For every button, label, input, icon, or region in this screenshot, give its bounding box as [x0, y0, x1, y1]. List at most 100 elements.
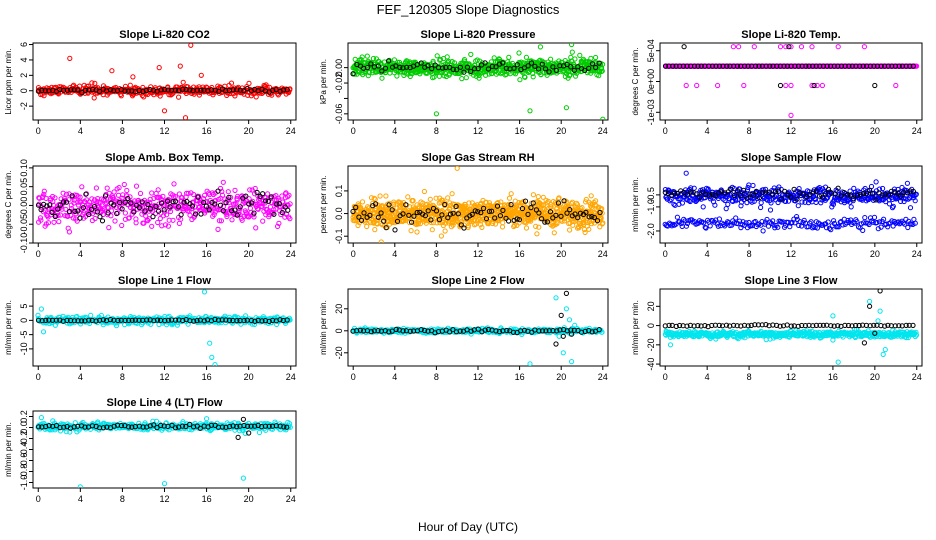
data-point	[523, 225, 530, 231]
data-point	[94, 209, 100, 215]
data-point	[82, 90, 88, 96]
data-point	[760, 189, 766, 195]
x-tick-label: 12	[473, 249, 483, 259]
data-point	[122, 83, 129, 89]
data-point	[450, 66, 456, 73]
data-point	[402, 217, 408, 224]
data-point	[445, 215, 451, 221]
data-point	[117, 199, 123, 206]
data-point	[707, 223, 713, 229]
data-point	[440, 65, 446, 71]
data-point	[803, 194, 810, 200]
data-point	[681, 44, 687, 50]
data-point	[823, 225, 830, 231]
data-point	[506, 54, 512, 61]
data-point	[812, 196, 819, 202]
data-point	[149, 223, 155, 229]
data-point	[792, 220, 798, 226]
data-point	[201, 199, 207, 206]
data-point	[776, 188, 782, 194]
data-point	[79, 90, 85, 96]
y-tick-label: 0.10	[19, 159, 29, 177]
data-point	[379, 68, 385, 74]
data-point	[837, 219, 843, 225]
data-point	[716, 63, 723, 69]
data-point	[252, 318, 258, 324]
data-point	[243, 313, 249, 319]
panel-title: Slope Line 2 Flow	[432, 275, 525, 287]
data-point	[154, 317, 161, 323]
data-point	[228, 80, 235, 86]
x-tick-label: 8	[120, 372, 125, 382]
data-point	[220, 179, 226, 185]
data-point	[219, 317, 225, 323]
data-point	[782, 222, 789, 228]
data-point	[170, 199, 176, 205]
data-point	[709, 63, 716, 69]
data-point	[271, 211, 277, 217]
data-point	[697, 194, 703, 200]
data-point	[66, 229, 73, 235]
x-tick-label: 8	[747, 126, 752, 136]
data-point	[167, 208, 174, 215]
data-point	[92, 209, 98, 215]
data-point	[550, 215, 556, 221]
data-point	[860, 227, 866, 233]
data-point	[119, 222, 125, 229]
x-tick-label: 16	[515, 249, 525, 259]
data-point	[514, 216, 520, 222]
x-tick-label: 4	[705, 249, 710, 259]
data-point	[64, 87, 70, 94]
data-point	[41, 188, 47, 194]
data-point	[744, 195, 750, 201]
data-point	[848, 192, 854, 198]
data-point	[430, 58, 436, 65]
data-point	[126, 317, 132, 323]
y-axis-label: ml/min per min.	[4, 300, 13, 355]
data-point	[371, 195, 377, 201]
data-point	[42, 88, 48, 94]
x-tick-label: 8	[434, 126, 439, 136]
data-point	[598, 215, 604, 221]
data-point	[735, 188, 741, 194]
data-point	[260, 191, 266, 197]
data-point	[46, 317, 52, 323]
data-point	[885, 63, 891, 69]
data-point	[408, 214, 414, 220]
data-point	[764, 197, 771, 203]
data-point	[180, 86, 186, 92]
data-point	[89, 196, 95, 202]
data-point	[479, 224, 485, 230]
data-points	[350, 290, 605, 366]
data-point	[429, 227, 435, 233]
data-point	[433, 195, 439, 201]
data-point	[411, 213, 417, 219]
data-point	[54, 245, 58, 249]
data-point	[556, 195, 562, 201]
data-point	[39, 87, 45, 94]
data-point	[781, 63, 787, 69]
data-point	[446, 58, 452, 65]
data-point	[752, 218, 758, 225]
data-point	[191, 318, 197, 324]
x-tick-label: 16	[515, 126, 525, 136]
data-point	[588, 193, 594, 199]
x-tick-label: 20	[244, 372, 254, 382]
data-point	[702, 224, 708, 230]
data-point	[223, 200, 229, 206]
data-point	[848, 204, 854, 210]
data-point	[447, 211, 454, 217]
data-point	[912, 220, 918, 226]
data-point	[489, 63, 495, 70]
x-tick-label: 24	[598, 249, 608, 259]
data-point	[216, 218, 222, 224]
x-tick-label: 20	[556, 249, 566, 259]
data-point	[203, 203, 209, 209]
data-point	[782, 188, 788, 194]
data-point	[170, 217, 176, 223]
data-point	[783, 44, 789, 50]
data-point	[162, 318, 168, 324]
x-tick-label: 4	[392, 372, 397, 382]
data-point	[742, 63, 748, 69]
